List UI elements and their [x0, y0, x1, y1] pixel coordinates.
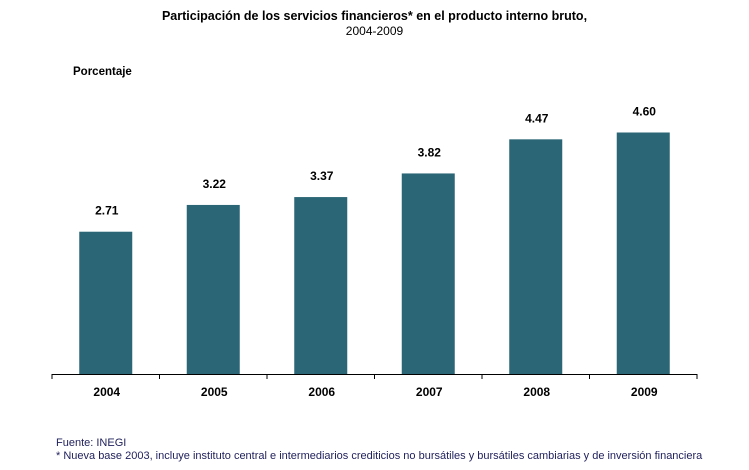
bar-chart: 2.71 2004 3.22 2005 3.37 2006 3.82 2007 4.47 2008… [51, 105, 698, 399]
chart-title: Participación de los servicios financier… [161, 9, 588, 23]
y-axis-label: Porcentaje [73, 66, 132, 78]
data-label-2008: 4.47 [525, 111, 549, 125]
footnote: * Nueva base 2003, incluye instituto cen… [56, 450, 703, 462]
data-label-2005: 3.22 [203, 177, 227, 191]
bar-2006 [294, 197, 348, 374]
bar-2008 [509, 139, 563, 374]
bar-2009 [616, 132, 670, 374]
x-tick-label-2006: 2006 [308, 385, 335, 399]
x-tick-label-2009: 2009 [631, 385, 658, 399]
data-label-2004: 2.71 [95, 204, 119, 218]
chart-subtitle: 2004-2009 [345, 24, 404, 38]
data-label-2009: 4.60 [633, 105, 657, 119]
x-tick-label-2007: 2007 [416, 385, 443, 399]
bar-2007 [401, 173, 455, 374]
bar-2005 [186, 204, 240, 374]
bar-2004 [79, 231, 133, 374]
x-tick-label-2004: 2004 [93, 385, 120, 399]
x-tick-label-2005: 2005 [201, 385, 228, 399]
source-note: Fuente: INEGI [56, 437, 127, 449]
x-tick-label-2008: 2008 [523, 385, 550, 399]
data-label-2006: 3.37 [310, 169, 334, 183]
data-label-2007: 3.82 [418, 145, 442, 159]
